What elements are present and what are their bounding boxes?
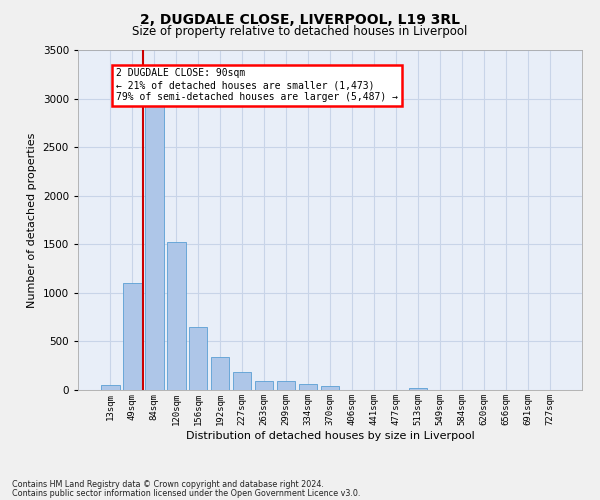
Bar [277,381,295,390]
Text: Size of property relative to detached houses in Liverpool: Size of property relative to detached ho… [133,25,467,38]
Bar [299,384,317,390]
Bar [167,242,185,390]
Text: Contains HM Land Registry data © Crown copyright and database right 2024.: Contains HM Land Registry data © Crown c… [12,480,324,489]
Text: Contains public sector information licensed under the Open Government Licence v3: Contains public sector information licen… [12,488,361,498]
Text: 2, DUGDALE CLOSE, LIVERPOOL, L19 3RL: 2, DUGDALE CLOSE, LIVERPOOL, L19 3RL [140,12,460,26]
Bar [233,372,251,390]
Bar [255,382,274,390]
Bar [211,357,229,390]
Bar [123,283,142,390]
Bar [189,327,208,390]
X-axis label: Distribution of detached houses by size in Liverpool: Distribution of detached houses by size … [185,430,475,440]
Text: 2 DUGDALE CLOSE: 90sqm
← 21% of detached houses are smaller (1,473)
79% of semi-: 2 DUGDALE CLOSE: 90sqm ← 21% of detached… [116,68,398,102]
Bar [101,385,119,390]
Bar [145,104,164,390]
Bar [320,386,340,390]
Bar [409,388,427,390]
Y-axis label: Number of detached properties: Number of detached properties [27,132,37,308]
